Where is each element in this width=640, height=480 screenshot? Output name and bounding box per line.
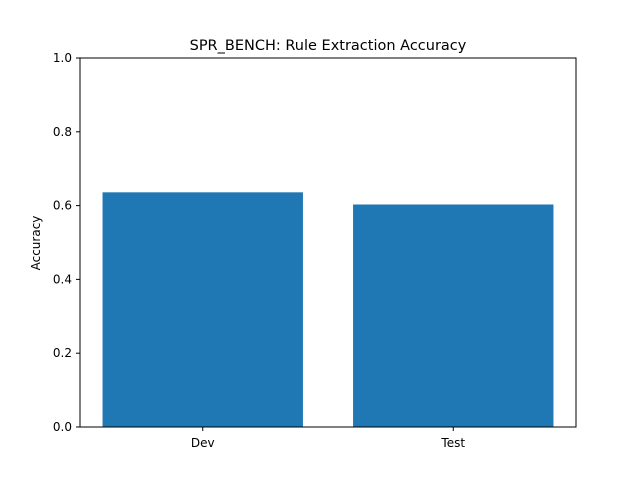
chart-title: SPR_BENCH: Rule Extraction Accuracy [190, 38, 467, 54]
bar-test [353, 204, 554, 427]
x-tick-label: Dev [191, 436, 215, 450]
plot-frame [79, 57, 577, 428]
bars-group [102, 192, 554, 427]
y-tick-label: 1.0 [53, 51, 72, 65]
y-tick-label: 0.6 [53, 199, 72, 213]
y-axis-label: Accuracy [29, 216, 43, 271]
x-tick-label: Test [440, 436, 465, 450]
y-tick-label: 0.0 [53, 420, 72, 434]
y-tick-label: 0.4 [53, 272, 72, 286]
bar-dev [102, 192, 303, 427]
x-ticks-group: Dev Test [191, 427, 465, 450]
y-tick-label: 0.8 [53, 125, 72, 139]
y-tick-label: 0.2 [53, 346, 72, 360]
y-ticks-group: 0.0 0.2 0.4 0.6 0.8 1.0 [53, 51, 80, 434]
